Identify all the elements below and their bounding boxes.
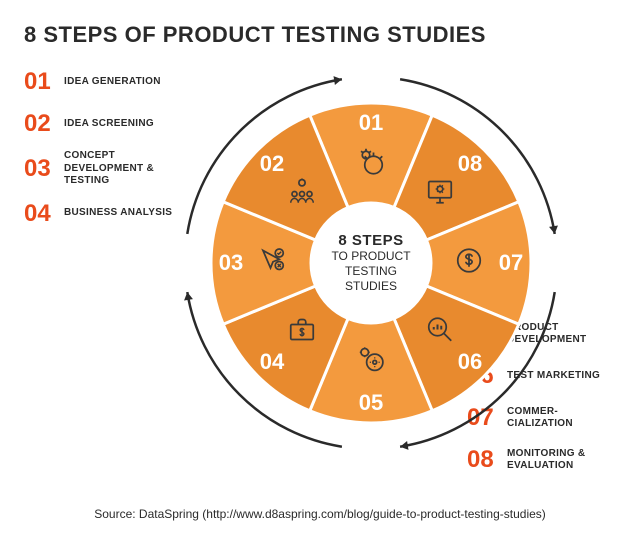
legend-left: 01 IDEA GENERATION 02 IDEA SCREENING 03 … [24,66,179,240]
legend-left-row: 02 IDEA SCREENING [24,108,179,140]
legend-left-row: 03 CONCEPT DEVELOPMENT & TESTING [24,150,179,188]
legend-num: 01 [24,70,64,94]
footer-source: Source: DataSpring (http://www.d8aspring… [94,507,546,521]
legend-num: 03 [24,157,64,181]
center-line4: STUDIES [345,279,397,294]
legend-num: 04 [24,202,64,226]
center-label: 8 STEPS TO PRODUCT TESTING STUDIES [311,203,431,323]
center-line3: TESTING [345,264,397,279]
center-line2: TO PRODUCT [331,249,410,264]
legend-label: IDEA SCREENING [64,118,154,131]
legend-label: IDEA GENERATION [64,76,161,89]
legend-left-row: 04 BUSINESS ANALYSIS [24,198,179,230]
legend-label: CONCEPT DEVELOPMENT & TESTING [64,150,179,188]
page-title: 8 STEPS OF PRODUCT TESTING STUDIES [24,22,486,48]
wheel-diagram: 8 STEPS TO PRODUCT TESTING STUDIES 01080… [186,78,556,448]
legend-left-row: 01 IDEA GENERATION [24,66,179,98]
legend-label: BUSINESS ANALYSIS [64,207,172,220]
legend-num: 02 [24,112,64,136]
center-line1: 8 STEPS [338,232,403,249]
